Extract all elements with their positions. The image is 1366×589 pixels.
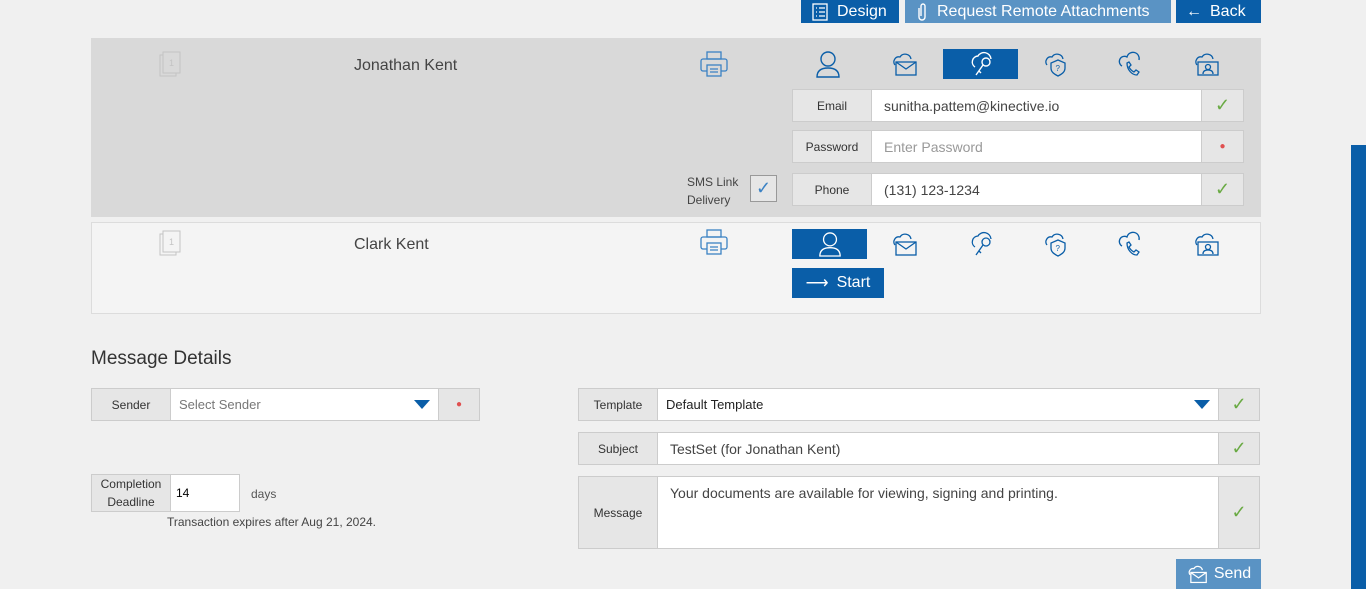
subject-row: Subject TestSet (for Jonathan Kent) ✓ bbox=[578, 432, 1260, 465]
cloud-id-card-icon bbox=[1194, 233, 1219, 256]
template-select[interactable]: Default Template bbox=[658, 388, 1219, 421]
message-textarea[interactable]: Your documents are available for viewing… bbox=[658, 476, 1219, 549]
template-row: Template Default Template ✓ bbox=[578, 388, 1260, 421]
message-row: Message Your documents are available for… bbox=[578, 476, 1260, 549]
sender-row: Sender Select Sender ● bbox=[91, 388, 480, 421]
cloud-shield-question-icon: ? bbox=[1044, 53, 1066, 77]
method-password[interactable] bbox=[943, 49, 1018, 79]
arrow-left-icon: ← bbox=[1186, 2, 1202, 20]
days-label: days bbox=[251, 487, 277, 501]
sms-link-delivery-label: SMS Link Delivery bbox=[687, 175, 739, 207]
sender-select[interactable]: Select Sender bbox=[171, 388, 439, 421]
email-row: Email sunitha.pattem@kinective.io ✓ bbox=[792, 89, 1244, 122]
arrow-right-icon: ⟶ bbox=[805, 275, 829, 292]
method-user[interactable] bbox=[792, 229, 867, 259]
valid-check-icon: ✓ bbox=[1202, 173, 1244, 206]
scrollbar-thumb[interactable] bbox=[1351, 145, 1366, 589]
method-kba[interactable]: ? bbox=[1018, 229, 1093, 259]
method-kba[interactable]: ? bbox=[1018, 49, 1093, 79]
cloud-phone-icon bbox=[1118, 51, 1140, 76]
printer-icon[interactable] bbox=[700, 51, 728, 77]
method-id[interactable] bbox=[1168, 229, 1243, 259]
start-button[interactable]: ⟶ Start bbox=[792, 268, 884, 298]
password-row: Password Enter Password ● bbox=[792, 130, 1244, 163]
svg-text:1: 1 bbox=[169, 237, 174, 247]
design-button[interactable]: Design bbox=[801, 0, 899, 23]
signer-name: Clark Kent bbox=[354, 236, 429, 253]
signer-name: Jonathan Kent bbox=[354, 57, 458, 74]
method-phone[interactable] bbox=[1093, 229, 1168, 259]
email-field[interactable]: sunitha.pattem@kinective.io bbox=[872, 89, 1202, 122]
cloud-email-icon bbox=[892, 233, 917, 256]
svg-text:?: ? bbox=[1055, 64, 1060, 73]
method-phone[interactable] bbox=[1093, 49, 1168, 79]
list-document-icon bbox=[812, 2, 828, 21]
send-button[interactable]: Send bbox=[1176, 559, 1261, 589]
chevron-down-icon bbox=[1194, 400, 1210, 409]
password-field[interactable]: Enter Password bbox=[872, 130, 1202, 163]
document-icon: 1 bbox=[159, 230, 181, 256]
cloud-phone-icon bbox=[1118, 231, 1140, 256]
subject-field[interactable]: TestSet (for Jonathan Kent) bbox=[658, 432, 1219, 465]
cloud-email-icon bbox=[1188, 565, 1207, 584]
phone-field[interactable]: (131) 123-1234 bbox=[872, 173, 1202, 206]
method-password[interactable] bbox=[943, 229, 1018, 259]
svg-text:?: ? bbox=[1055, 244, 1060, 253]
valid-check-icon: ✓ bbox=[1219, 476, 1260, 549]
sms-link-delivery-checkbox[interactable]: ✓ bbox=[750, 175, 777, 202]
cloud-id-card-icon bbox=[1194, 53, 1219, 76]
svg-text:1: 1 bbox=[169, 58, 174, 68]
required-indicator-icon: ● bbox=[1202, 130, 1244, 163]
cloud-shield-question-icon: ? bbox=[1044, 233, 1066, 257]
method-id[interactable] bbox=[1168, 49, 1243, 79]
chevron-down-icon bbox=[414, 400, 430, 409]
printer-icon[interactable] bbox=[700, 229, 728, 255]
valid-check-icon: ✓ bbox=[1219, 432, 1260, 465]
back-button[interactable]: ← Back bbox=[1176, 0, 1261, 23]
user-icon bbox=[818, 232, 841, 257]
expiration-text: Transaction expires after Aug 21, 2024. bbox=[167, 515, 377, 529]
phone-row: Phone (131) 123-1234 ✓ bbox=[792, 173, 1244, 206]
method-email[interactable] bbox=[866, 49, 941, 79]
method-user[interactable] bbox=[790, 49, 865, 79]
completion-deadline-input[interactable]: 14 bbox=[171, 474, 240, 512]
document-icon: 1 bbox=[159, 51, 181, 77]
paperclip-icon bbox=[918, 2, 926, 21]
signer-row: 1 Jonathan Kent ? Email sunitha.pattem@k… bbox=[91, 38, 1261, 217]
completion-deadline-row: Completion Deadline 14 bbox=[91, 474, 240, 512]
message-details-heading: Message Details bbox=[91, 348, 232, 369]
valid-check-icon: ✓ bbox=[1219, 388, 1260, 421]
user-icon bbox=[815, 51, 840, 78]
cloud-key-icon bbox=[971, 51, 992, 76]
cloud-email-icon bbox=[892, 53, 917, 76]
required-indicator-icon: ● bbox=[439, 388, 480, 421]
cloud-key-icon bbox=[971, 231, 992, 256]
signer-row: 1 Clark Kent ? ⟶ Start bbox=[91, 222, 1261, 314]
valid-check-icon: ✓ bbox=[1202, 89, 1244, 122]
request-remote-attachments-button[interactable]: Request Remote Attachments bbox=[905, 0, 1171, 23]
method-email[interactable] bbox=[866, 229, 941, 259]
